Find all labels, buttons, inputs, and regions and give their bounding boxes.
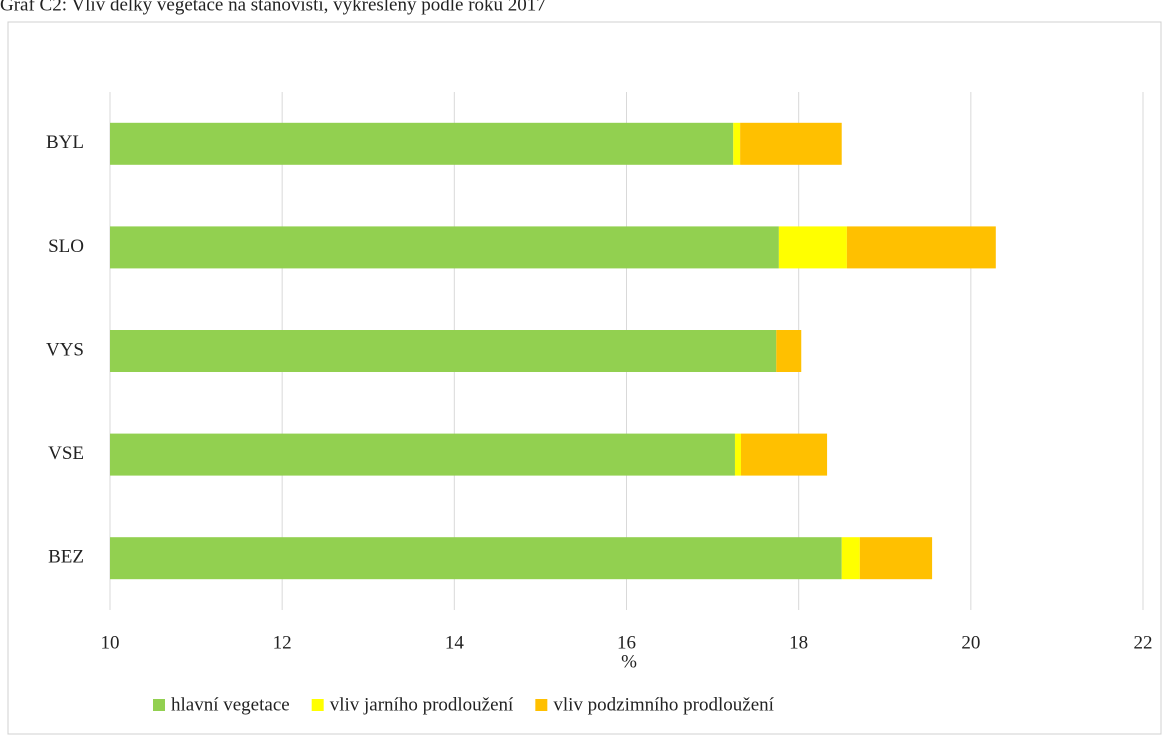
legend-label: vliv jarního prodloužení <box>330 694 514 715</box>
x-tick-label: 20 <box>961 632 980 653</box>
bar-segment <box>110 122 734 165</box>
bar-segment <box>778 226 847 269</box>
bar-segment <box>740 433 828 476</box>
bar-segment <box>110 537 842 580</box>
bar-segment <box>776 330 802 372</box>
legend-label: hlavní vegetace <box>171 694 290 715</box>
y-tick-label: BEZ <box>48 547 84 568</box>
x-tick-label: 14 <box>445 632 465 653</box>
x-tick-label: 12 <box>273 632 292 653</box>
bar-segment <box>733 122 741 165</box>
legend-swatch <box>153 699 165 711</box>
x-tick-label: 10 <box>101 632 120 653</box>
x-tick-label: 18 <box>789 632 808 653</box>
bar-segment <box>846 226 996 269</box>
x-axis-label: % <box>621 651 637 672</box>
chart-title: Graf C2: Vliv délky vegetace na stanoviš… <box>0 0 546 15</box>
bar-segment <box>859 537 933 580</box>
x-tick-label: 16 <box>617 632 636 653</box>
bar-segment <box>734 433 741 476</box>
y-tick-label: VYS <box>46 339 84 360</box>
bar-segment <box>841 537 860 580</box>
bar-segment <box>740 122 842 165</box>
y-tick-label: SLO <box>48 236 84 257</box>
bar-segment <box>110 226 779 269</box>
legend-label: vliv podzimního prodloužení <box>553 694 774 715</box>
legend-swatch <box>311 699 324 711</box>
y-tick-label: BYL <box>46 132 84 153</box>
bar-segment <box>110 330 777 372</box>
bar-segment <box>110 433 735 476</box>
x-tick-label: 22 <box>1134 632 1153 653</box>
y-tick-label: VSE <box>48 443 84 464</box>
legend-swatch <box>535 699 548 711</box>
